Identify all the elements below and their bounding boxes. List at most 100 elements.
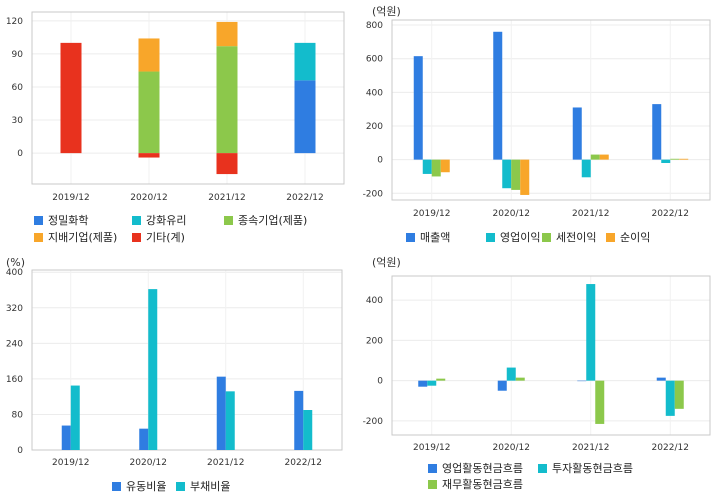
bar	[216, 46, 238, 154]
bar	[138, 153, 160, 158]
legend-swatch	[34, 232, 43, 242]
legend-label: 순이익	[620, 231, 651, 244]
x-tick-label: 2020/12	[493, 443, 530, 453]
y-tick-label: 600	[366, 55, 383, 65]
bar	[502, 159, 512, 189]
bar	[413, 56, 423, 160]
y-tick-label: 400	[6, 268, 23, 278]
x-tick-label: 2022/12	[286, 193, 323, 200]
bar	[216, 153, 238, 175]
legend-item[interactable]: 투자활동현금흐름	[538, 460, 633, 476]
y-tick-label: 400	[366, 88, 383, 98]
bar	[138, 38, 160, 72]
x-tick-label: 2019/12	[52, 458, 89, 468]
bar	[422, 159, 432, 174]
legend-swatch	[428, 463, 437, 473]
legend-item[interactable]: 영업이익	[486, 229, 540, 245]
bar	[70, 385, 80, 450]
legend-label: 기타(계)	[146, 231, 185, 244]
y-tick-label: 160	[6, 375, 23, 385]
chart-cashflow: (억원) -200 0 200 400 2019/12 2020/12 2021/12 202…	[360, 252, 720, 496]
chart-income-svg: -200 0 200 400 600 800 2019/12 2020/12 2021/12 20…	[363, 19, 711, 219]
legend-swatch	[542, 232, 551, 242]
legend-item[interactable]: 세전이익	[542, 229, 596, 245]
plot-frame	[391, 19, 711, 201]
y-tick-label: 30	[12, 116, 24, 126]
chart-product-mix: 0 30 60 90 120 2019/12 2020/12 2021/12 2022/12 정…	[0, 0, 352, 248]
legend-item[interactable]: 유동비율	[112, 478, 166, 494]
chart-income-legend: 매출액 영업이익 세전이익 순이익	[406, 229, 706, 245]
plot-frame	[391, 275, 711, 436]
legend-label: 매출액	[420, 231, 451, 244]
x-tick-label: 2022/12	[285, 458, 322, 468]
bar	[674, 380, 684, 409]
bar	[216, 376, 226, 450]
y-tick-label: 90	[12, 50, 24, 60]
x-tick-label: 2020/12	[130, 193, 167, 200]
y-tick-label: 0	[17, 149, 23, 159]
bar	[595, 380, 605, 424]
bar	[294, 80, 316, 154]
y-tick-label: 200	[366, 336, 383, 346]
bar	[652, 104, 662, 160]
legend-label: 강화유리	[146, 214, 187, 227]
bar	[497, 380, 507, 391]
x-tick-label: 2022/12	[652, 209, 689, 219]
bar	[436, 378, 446, 381]
legend-label: 세전이익	[556, 231, 597, 244]
bar	[427, 380, 437, 386]
legend-label: 영업이익	[500, 231, 541, 244]
y-tick-label: 800	[366, 21, 383, 31]
legend-label: 부채비율	[190, 480, 231, 493]
y-tick-label: 320	[6, 304, 23, 314]
bar	[506, 367, 516, 381]
legend-item[interactable]: 종속기업(제품)	[224, 212, 307, 228]
bar	[586, 284, 596, 381]
legend-item[interactable]: 영업활동현금흐름	[428, 460, 523, 476]
chart-ratio: (%) 0 80 160 240 320 400 2019/12 2020/12 2021/12…	[0, 252, 352, 496]
bar	[590, 154, 600, 160]
legend-item[interactable]: 재무활동현금흐름	[428, 476, 523, 492]
bar	[665, 380, 675, 416]
legend-label: 영업활동현금흐름	[442, 462, 523, 475]
plot-frame	[31, 11, 345, 185]
legend-swatch	[486, 232, 495, 242]
bar	[670, 158, 680, 160]
legend-item[interactable]: 부채비율	[176, 478, 230, 494]
legend-swatch	[34, 215, 43, 225]
chart-income: (억원) -200 0 200 400 600 800 2019/12 2020/12 2021…	[360, 0, 720, 248]
legend-swatch	[112, 481, 121, 491]
legend-item[interactable]: 지배기업(제품)	[34, 229, 117, 245]
legend-swatch	[538, 463, 547, 473]
bar	[440, 159, 450, 173]
y-tick-label: 80	[12, 410, 24, 420]
bar	[148, 289, 158, 450]
bar	[656, 377, 666, 381]
chart-product-mix-svg: 0 30 60 90 120 2019/12 2020/12 2021/12 2022/12	[6, 11, 345, 203]
bar	[515, 377, 525, 381]
y-tick-label: 60	[12, 83, 24, 93]
legend-item[interactable]: 매출액	[406, 229, 450, 245]
legend-item[interactable]: 순이익	[606, 229, 650, 245]
chart-cashflow-unit: (억원)	[372, 256, 401, 269]
bar	[431, 159, 441, 177]
y-tick-label: -200	[363, 189, 384, 199]
chart-product-mix-legend: 정밀화학 강화유리 종속기업(제품) 지배기업(제품) 기타(계)	[34, 212, 352, 248]
bar	[225, 391, 235, 450]
y-tick-label: 0	[377, 377, 383, 387]
chart-ratio-svg: 0 80 160 240 320 400 2019/12 2020/12 2021/12 2022…	[6, 268, 343, 468]
chart-ratio-unit: (%)	[6, 256, 26, 269]
x-tick-label: 2021/12	[572, 209, 609, 219]
bar	[661, 159, 671, 163]
legend-item[interactable]: 정밀화학	[34, 212, 88, 228]
chart-income-unit: (억원)	[372, 5, 401, 18]
legend-item[interactable]: 강화유리	[132, 212, 186, 228]
x-tick-label: 2021/12	[572, 443, 609, 453]
legend-item[interactable]: 기타(계)	[132, 229, 185, 245]
y-tick-label: -200	[363, 417, 384, 427]
legend-label: 재무활동현금흐름	[442, 478, 523, 491]
plot-frame	[31, 269, 343, 451]
bar	[520, 159, 530, 195]
bar	[61, 425, 71, 450]
